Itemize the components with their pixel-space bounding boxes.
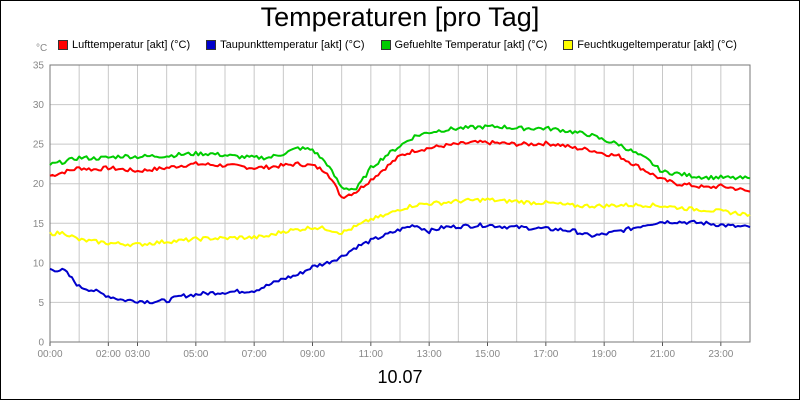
y-axis-unit: °C: [36, 43, 48, 54]
x-tick-label: 23:00: [708, 349, 733, 360]
series-line-2: [49, 124, 751, 191]
legend-item: Feuchtkugeltemperatur [akt] (°C): [563, 38, 737, 52]
x-tick-label: 02:00: [96, 349, 121, 360]
legend-swatch: [380, 40, 391, 50]
x-tick-label: 13:00: [417, 349, 442, 360]
x-tick-label: 15:00: [475, 349, 500, 360]
legend-label: Lufttemperatur [akt] (°C): [72, 39, 191, 51]
x-tick-label: 19:00: [592, 349, 617, 360]
x-tick-label: 11:00: [359, 349, 384, 360]
plot-border: [49, 64, 751, 343]
legend-item: Lufttemperatur [akt] (°C): [58, 38, 190, 52]
y-tick-label: 30: [33, 100, 45, 111]
y-tick-label: 20: [33, 179, 45, 190]
legend-item: Taupunkttemperatur [akt] (°C): [206, 38, 365, 52]
legend-item: Gefuehlte Temperatur [akt] (°C): [380, 38, 548, 52]
x-tick-label: 21:00: [650, 349, 675, 360]
series-line-3: [49, 197, 751, 248]
chart-title: Temperaturen [pro Tag]: [260, 2, 540, 32]
x-tick-label: 05:00: [183, 349, 208, 360]
legend-label: Gefuehlte Temperatur [akt] (°C): [394, 39, 548, 51]
x-tick-label: 17:00: [533, 349, 558, 360]
y-tick-label: 0: [38, 338, 44, 349]
legend-label: Taupunkttemperatur [akt] (°C): [220, 39, 365, 51]
y-tick-label: 25: [33, 140, 45, 151]
chart-legend: Lufttemperatur [akt] (°C) Taupunkttempera…: [58, 38, 737, 52]
y-tick-label: 10: [33, 258, 45, 269]
legend-swatch: [206, 40, 217, 50]
series-line-0: [49, 139, 751, 199]
legend-label: Feuchtkugeltemperatur [akt] (°C): [577, 39, 737, 51]
legend-swatch: [563, 40, 574, 50]
x-tick-label: 03:00: [125, 349, 150, 360]
x-tick-label: 09:00: [300, 349, 325, 360]
x-tick-label: 07:00: [242, 349, 267, 360]
y-tick-label: 5: [38, 298, 44, 309]
series-line-1: [49, 219, 751, 305]
y-tick-label: 15: [33, 219, 45, 230]
date-label: 10.07: [377, 367, 423, 387]
legend-swatch: [58, 40, 68, 50]
x-tick-label: 00:00: [37, 349, 62, 360]
y-tick-label: 35: [33, 61, 45, 72]
